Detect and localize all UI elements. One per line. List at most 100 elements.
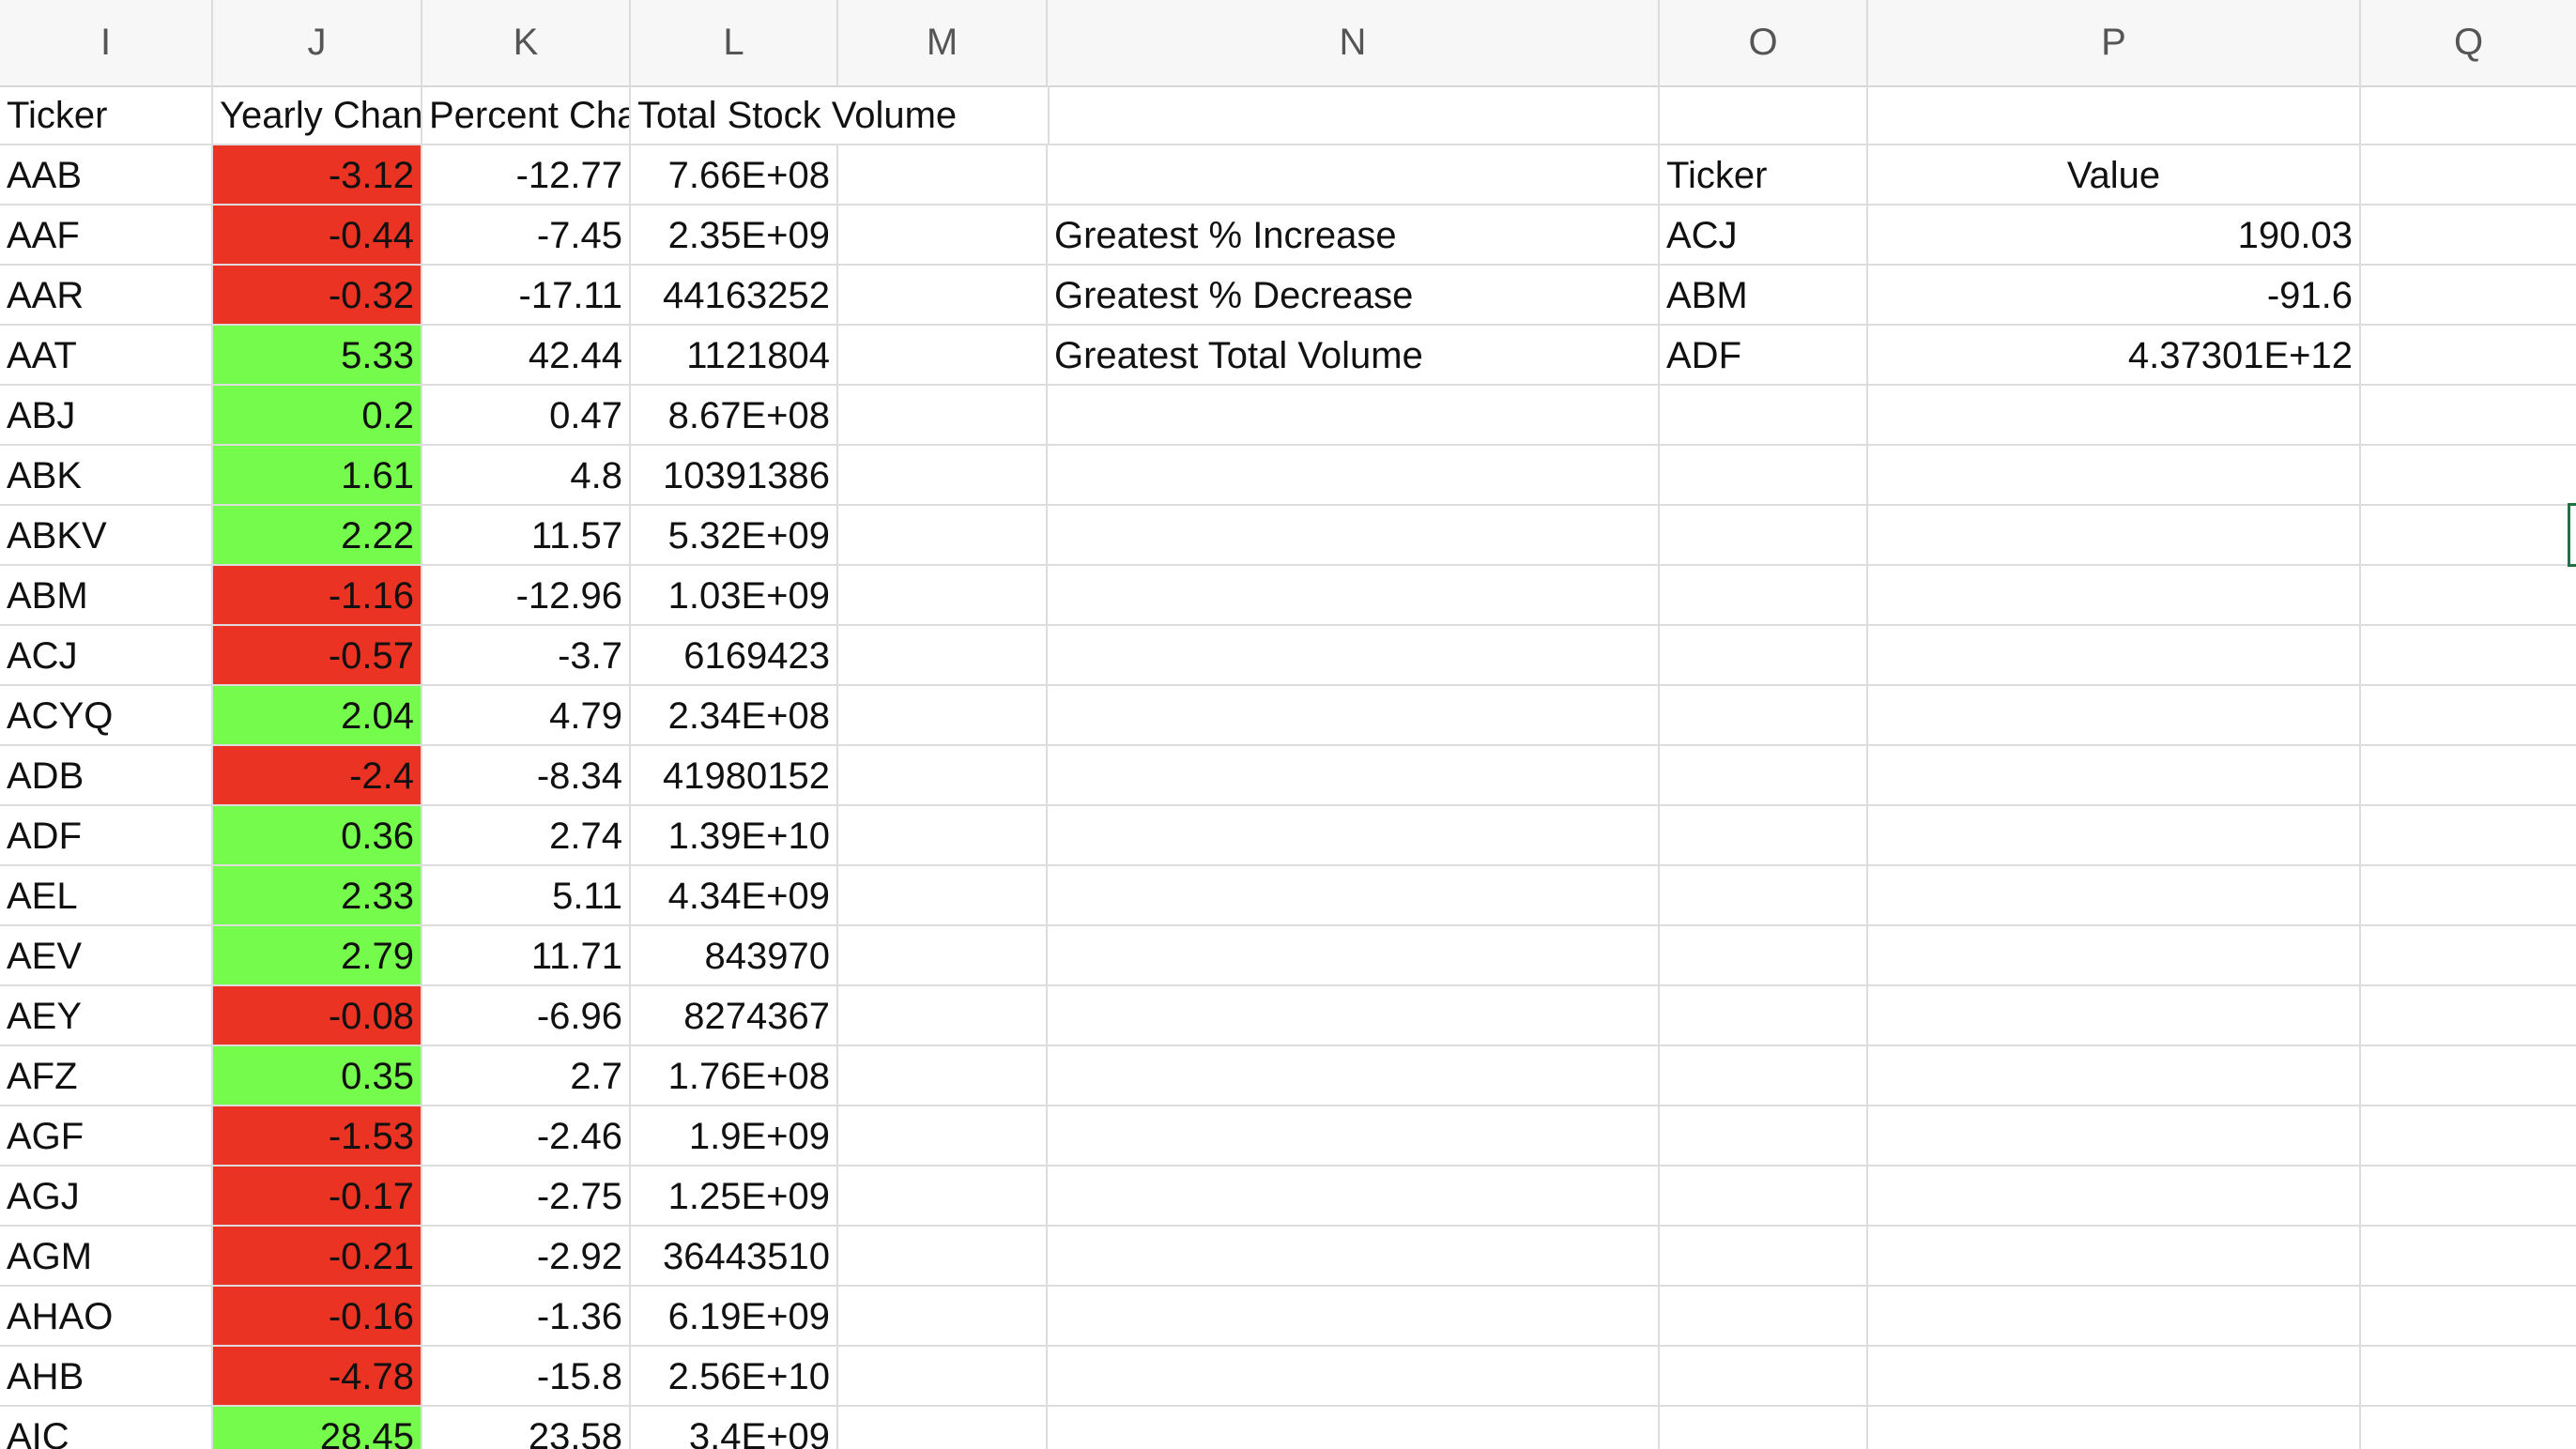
empty-cell[interactable] (1660, 1287, 1868, 1345)
empty-cell[interactable] (2361, 145, 2576, 204)
empty-cell[interactable] (1048, 1287, 1660, 1345)
column-header-q[interactable]: Q (2453, 22, 2484, 63)
yearly-change-cell[interactable]: 0.36 (213, 806, 422, 864)
empty-cell[interactable] (1048, 926, 1660, 984)
header-cell-yearly-change[interactable]: Yearly Change (213, 85, 422, 144)
ticker-cell[interactable]: AAB (0, 145, 213, 204)
percent-change-cell[interactable]: 2.7 (422, 1046, 631, 1105)
empty-cell[interactable] (1048, 1046, 1660, 1105)
total-volume-cell[interactable]: 2.56E+10 (631, 1347, 838, 1405)
column-header-n[interactable]: N (1048, 0, 1660, 85)
empty-cell[interactable] (838, 506, 1048, 564)
empty-cell[interactable] (2361, 626, 2576, 684)
total-volume-cell[interactable]: 41980152 (631, 746, 838, 804)
empty-cell[interactable] (1048, 85, 1660, 144)
ticker-cell[interactable]: ABJ (0, 386, 213, 444)
total-volume-cell[interactable]: 1.03E+09 (631, 566, 838, 624)
ticker-cell[interactable]: ABK (0, 446, 213, 504)
empty-cell[interactable] (1868, 626, 2361, 684)
percent-change-cell[interactable]: 5.11 (422, 866, 631, 924)
yearly-change-cell[interactable]: -0.21 (213, 1227, 422, 1285)
empty-cell[interactable] (1048, 986, 1660, 1045)
ticker-cell[interactable]: ADF (0, 806, 213, 864)
empty-cell[interactable] (838, 1287, 1048, 1345)
empty-cell[interactable] (1660, 746, 1868, 804)
empty-cell[interactable] (1048, 1347, 1660, 1405)
yearly-change-cell[interactable]: -1.16 (213, 566, 422, 624)
summary-ticker-cell[interactable]: ABM (1660, 266, 1868, 324)
percent-change-cell[interactable]: 0.47 (422, 386, 631, 444)
header-cell-percent-change[interactable]: Percent Change (422, 85, 631, 144)
total-volume-cell[interactable]: 7.66E+08 (631, 145, 838, 204)
empty-cell[interactable] (838, 386, 1048, 444)
empty-cell[interactable] (1048, 506, 1660, 564)
empty-cell[interactable] (838, 326, 1048, 384)
percent-change-cell[interactable]: 11.71 (422, 926, 631, 984)
column-header-p[interactable]: P (1868, 0, 2361, 85)
summary-value-cell[interactable]: -91.6 (1868, 266, 2361, 324)
yearly-change-cell[interactable]: -3.12 (213, 145, 422, 204)
empty-cell[interactable] (838, 866, 1048, 924)
total-volume-cell[interactable]: 1.25E+09 (631, 1167, 838, 1225)
empty-cell[interactable] (2361, 206, 2576, 264)
yearly-change-cell[interactable]: -0.44 (213, 206, 422, 264)
yearly-change-cell[interactable]: 1.61 (213, 446, 422, 504)
empty-cell[interactable] (1868, 986, 2361, 1045)
empty-cell[interactable] (838, 926, 1048, 984)
yearly-change-cell[interactable]: 0.35 (213, 1046, 422, 1105)
empty-cell[interactable] (1868, 746, 2361, 804)
yearly-change-cell[interactable]: -0.17 (213, 1167, 422, 1225)
ticker-cell[interactable]: ABM (0, 566, 213, 624)
percent-change-cell[interactable]: -17.11 (422, 266, 631, 324)
empty-cell[interactable] (838, 446, 1048, 504)
column-header-m[interactable]: M (838, 0, 1048, 85)
summary-header-ticker[interactable]: Ticker (1660, 145, 1868, 204)
ticker-cell[interactable]: AEL (0, 866, 213, 924)
empty-cell[interactable] (1660, 506, 1868, 564)
ticker-cell[interactable]: AEV (0, 926, 213, 984)
empty-cell[interactable] (2361, 746, 2576, 804)
total-volume-cell[interactable]: 1.76E+08 (631, 1046, 838, 1105)
empty-cell[interactable] (1660, 566, 1868, 624)
empty-cell[interactable] (2361, 446, 2576, 504)
empty-cell[interactable] (838, 266, 1048, 324)
empty-cell[interactable] (838, 1347, 1048, 1405)
empty-cell[interactable] (2361, 926, 2576, 984)
ticker-cell[interactable]: AGJ (0, 1167, 213, 1225)
percent-change-cell[interactable]: 2.74 (422, 806, 631, 864)
column-header-l[interactable]: L (631, 0, 838, 85)
empty-cell[interactable] (1868, 1347, 2361, 1405)
empty-cell[interactable] (1048, 1407, 1660, 1449)
percent-change-cell[interactable]: 23.58 (422, 1407, 631, 1449)
empty-cell[interactable] (1660, 1167, 1868, 1225)
total-volume-cell[interactable]: 843970 (631, 926, 838, 984)
summary-label-cell[interactable]: Greatest % Increase (1048, 206, 1660, 264)
ticker-cell[interactable]: AHB (0, 1347, 213, 1405)
empty-cell[interactable] (1868, 806, 2361, 864)
empty-cell[interactable] (838, 145, 1048, 204)
empty-cell[interactable] (1660, 1046, 1868, 1105)
header-cell-ticker[interactable]: Ticker (0, 85, 213, 144)
empty-cell[interactable] (838, 1046, 1048, 1105)
ticker-cell[interactable]: AGF (0, 1106, 213, 1165)
empty-cell[interactable] (1048, 686, 1660, 744)
empty-cell[interactable] (1868, 1227, 2361, 1285)
total-volume-cell[interactable]: 3.4E+09 (631, 1407, 838, 1449)
ticker-cell[interactable]: AIC (0, 1407, 213, 1449)
empty-cell[interactable] (2361, 386, 2576, 444)
total-volume-cell[interactable]: 36443510 (631, 1227, 838, 1285)
percent-change-cell[interactable]: -7.45 (422, 206, 631, 264)
yearly-change-cell[interactable]: -1.53 (213, 1106, 422, 1165)
empty-cell[interactable] (1868, 446, 2361, 504)
empty-cell[interactable] (2361, 1046, 2576, 1105)
empty-cell[interactable] (1048, 1167, 1660, 1225)
empty-cell[interactable] (2361, 1106, 2576, 1165)
empty-cell[interactable] (2361, 266, 2576, 324)
total-volume-cell[interactable]: 5.32E+09 (631, 506, 838, 564)
ticker-cell[interactable]: ACJ (0, 626, 213, 684)
empty-cell[interactable] (838, 986, 1048, 1045)
empty-cell[interactable] (1868, 686, 2361, 744)
yearly-change-cell[interactable]: 2.79 (213, 926, 422, 984)
empty-cell[interactable] (1048, 1227, 1660, 1285)
empty-cell[interactable] (1660, 1347, 1868, 1405)
